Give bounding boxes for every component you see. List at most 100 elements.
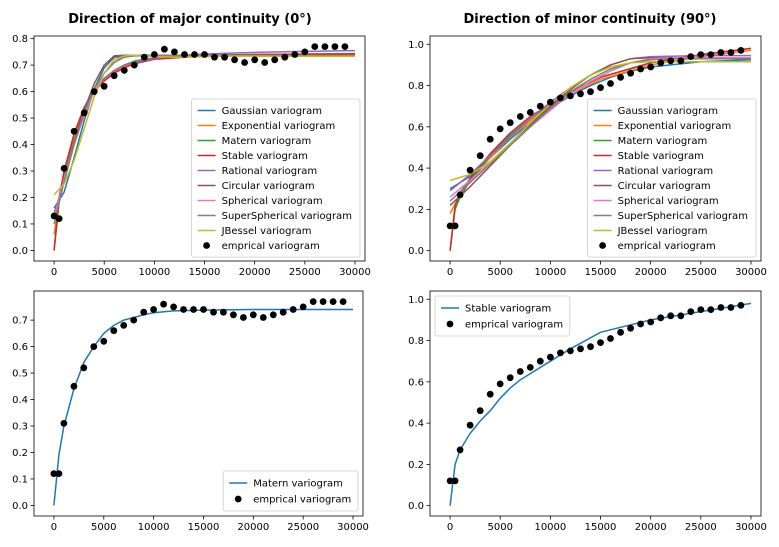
empirical-point [446,222,454,230]
empirical-point [301,48,309,56]
empirical-point [506,374,514,382]
empirical-point [547,98,554,106]
empirical-point [259,314,267,321]
empirical-point [299,303,307,311]
y-tick-label: 1.0 [408,295,424,306]
y-tick-label: 0.4 [12,395,28,406]
empirical-point [647,63,655,71]
y-tick-label: 1.0 [408,40,424,51]
y-tick-label: 0.6 [12,87,28,98]
empirical-point [110,327,118,335]
x-tick-label: 15000 [189,267,221,278]
empirical-point [311,43,319,50]
empirical-point [160,300,168,308]
legend-dot-swatch [203,242,211,249]
empirical-point [100,82,108,90]
empirical-point [90,343,98,350]
empirical-point [191,51,198,58]
empirical-point [697,51,705,58]
empirical-point [587,88,594,96]
panel-top-right: 0 5000 10000 15000 20000 25000 30000 0.0 0.2 0.4 0… [408,35,767,278]
legend-label: SuperSpherical variogram [222,211,352,222]
empirical-point [446,477,454,485]
legend-label: Stable variogram [222,151,308,162]
x-tick-label: 0 [51,267,57,278]
empirical-point [486,390,494,398]
empirical-point [687,53,695,60]
series-line-7 [449,57,751,202]
x-tick-label: 25000 [287,522,319,533]
empirical-point [90,88,98,95]
empirical-point [687,308,695,315]
empirical-point [50,470,58,477]
y-tick-label: 0.5 [12,114,28,125]
empirical-point [727,304,735,311]
empirical-point [341,43,349,50]
empirical-point [727,49,735,56]
empirical-point [496,125,504,133]
legend-dot-swatch [599,242,606,249]
legend-label: Exponential variogram [618,121,732,132]
x-tick-label: 15000 [188,522,220,533]
empirical-point [210,308,217,316]
x-tick-label: 25000 [289,267,321,278]
legend-label: Gaussian variogram [222,106,322,117]
y-tick-label: 0.6 [12,342,28,353]
legend: Stable variogram emprical variogram [434,295,571,337]
x-tick-label: 0 [447,267,453,278]
empirical-point [130,61,138,69]
minor-continuity-title: Direction of minor continuity (90°) [463,12,717,27]
empirical-point [80,364,88,372]
legend-label: JBessel variogram [617,226,708,237]
legend-label: Rational variogram [222,166,317,177]
y-tick-label: 0.2 [408,205,424,216]
x-tick-label: 30000 [735,267,767,278]
empirical-point [667,57,675,65]
y-tick-label: 0.5 [12,369,28,380]
empirical-point [587,343,594,351]
empirical-point [291,51,299,58]
empirical-point [717,49,725,56]
axes-frame [33,35,366,262]
panel-bottom-left: 0 5000 10000 15000 20000 25000 30000 0.0 0.1 0.2 0… [12,290,369,533]
empirical-point [466,421,474,429]
empirical-point [120,67,128,74]
empirical-point [140,308,148,316]
empirical-point [717,304,725,311]
empirical-point [567,92,574,100]
legend-dot-swatch [446,320,454,328]
axes-frame [429,290,762,517]
empirical-point [697,306,705,313]
empirical-point [476,152,484,160]
y-tick-label: 0.4 [12,140,28,151]
empirical-point [221,53,229,61]
empirical-point [70,127,78,135]
empirical-point [100,337,108,345]
series-line-0 [449,302,752,506]
empirical-point [110,72,118,80]
legend-label: Circular variogram [618,181,711,192]
empirical-point [140,53,148,61]
empirical-point [637,320,644,328]
x-tick-label: 0 [447,522,453,533]
series-line-8 [449,61,751,182]
legend-label: emprical variogram [465,320,563,331]
y-tick-label: 0.0 [408,501,424,512]
x-tick-label: 15000 [585,267,617,278]
empirical-point [231,56,239,64]
empirical-point [486,135,494,143]
x-tick-label: 5000 [91,522,116,533]
empirical-point [271,56,279,64]
empirical-point [150,306,158,313]
empirical-point [200,306,207,313]
empirical-point [526,109,534,116]
empirical-point [120,322,128,329]
empirical-point [476,407,484,415]
y-tick-label: 0.2 [12,193,28,204]
empirical-point [251,56,259,64]
empirical-point [667,312,675,320]
y-tick-label: 0.7 [12,316,28,327]
empirical-point [161,45,168,53]
empirical-point [677,312,685,320]
